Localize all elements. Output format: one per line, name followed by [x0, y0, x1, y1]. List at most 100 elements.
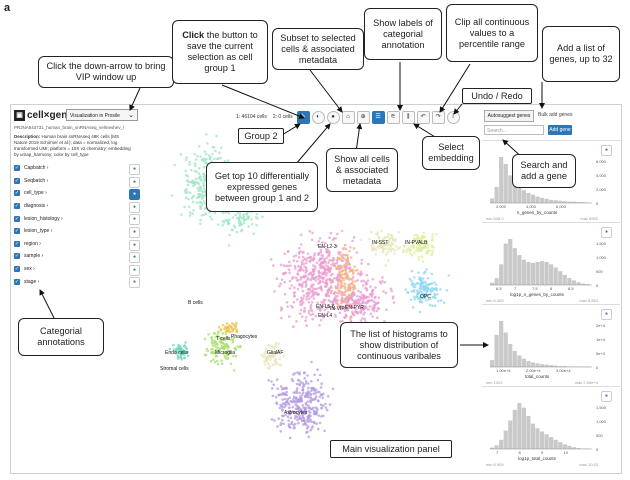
color-by-icon[interactable]: ●: [129, 264, 140, 276]
cell-cluster[interactable]: [168, 341, 190, 361]
annotation-row[interactable]: ✓ lesion_type › ●: [14, 225, 142, 238]
histogram-bar: [567, 201, 572, 203]
cell-point: [292, 423, 295, 427]
cell-point: [264, 355, 267, 359]
cell-cluster[interactable]: [217, 321, 239, 334]
checkbox-icon[interactable]: ✓: [14, 190, 20, 197]
annotation-row[interactable]: ✓ diagnosis › ●: [14, 200, 142, 213]
checkbox-icon[interactable]: ✓: [14, 266, 20, 273]
redo-icon[interactable]: ↷: [431, 110, 445, 124]
cell-point: [317, 274, 321, 278]
checkbox-icon[interactable]: ✓: [14, 253, 20, 260]
histogram-card[interactable]: ● 1,500 1,000 500 0 7 8 9 10 log1p_total_counts mi…: [482, 386, 620, 467]
autosuggest-genes-button[interactable]: Autosuggest genes: [484, 110, 534, 122]
cell-cluster[interactable]: [203, 329, 242, 372]
annotation-label[interactable]: stage: [24, 278, 37, 285]
cell-point: [187, 197, 190, 201]
annotation-label[interactable]: lesion_type: [24, 228, 50, 235]
annotation-label[interactable]: diagnosis: [24, 203, 46, 210]
chevron-down-icon[interactable]: ⌄: [128, 112, 134, 119]
color-by-icon[interactable]: ●: [601, 145, 612, 156]
cluster-label: IN-SST: [372, 240, 389, 246]
color-by-icon[interactable]: ●: [129, 164, 140, 175]
color-by-icon[interactable]: ●: [601, 391, 612, 402]
cell-point: [274, 352, 278, 355]
cell-point: [296, 387, 299, 390]
cell-point: [218, 340, 222, 344]
checkbox-icon[interactable]: ✓: [14, 165, 20, 172]
checkbox-icon[interactable]: ✓: [14, 215, 20, 222]
checkbox-icon[interactable]: ✓: [14, 240, 20, 247]
cell-point: [275, 350, 278, 353]
cell-point: [267, 344, 271, 347]
color-by-icon[interactable]: ●: [129, 277, 140, 289]
annotation-row[interactable]: ✓ lesion_histology › ●: [14, 212, 142, 226]
histogram-bars[interactable]: [486, 401, 598, 453]
cell-cluster[interactable]: [327, 229, 363, 321]
annotation-label[interactable]: region: [24, 240, 38, 247]
checkbox-icon[interactable]: ✓: [14, 228, 20, 235]
checkbox-icon[interactable]: ✓: [14, 203, 20, 210]
color-by-icon[interactable]: ●: [601, 227, 612, 238]
annotation-label[interactable]: sex: [24, 266, 32, 273]
annotation-row[interactable]: ✓ region › ●: [14, 238, 142, 251]
color-by-icon[interactable]: ●: [129, 252, 140, 264]
cell-cluster[interactable]: [260, 341, 286, 370]
checkbox-icon[interactable]: ✓: [14, 278, 20, 285]
histogram-card[interactable]: ● 2e+4 1e+4 5e+3 0 1.00e+4 2.00e+4 3.00e+4 total…: [482, 304, 620, 385]
gene-search-input[interactable]: Search...: [484, 125, 544, 135]
cell-point: [304, 316, 308, 319]
vip-dropdown[interactable]: Visualization in Prosile ⌄: [66, 109, 138, 121]
cell-cluster[interactable]: [404, 268, 451, 314]
annotation-label[interactable]: lesion_histology: [24, 215, 60, 222]
cell-cluster[interactable]: [360, 229, 406, 267]
color-by-icon[interactable]: ●: [129, 214, 140, 226]
annotation-row[interactable]: ✓ Seqbatch › ●: [14, 175, 142, 188]
annotation-label[interactable]: Seqbatch: [24, 177, 46, 184]
color-by-icon[interactable]: ●: [601, 309, 612, 320]
checkbox-icon[interactable]: ✓: [14, 177, 20, 184]
add-gene-button[interactable]: Add gene: [548, 125, 572, 135]
color-by-icon[interactable]: ●: [129, 189, 140, 201]
cell-point: [267, 362, 270, 366]
show-labels-button[interactable]: ☰: [371, 110, 385, 124]
undo-icon[interactable]: ↶: [416, 110, 430, 124]
color-by-icon[interactable]: ●: [129, 226, 140, 238]
annotation-label[interactable]: cell_type: [24, 190, 44, 197]
cell-point: [252, 232, 255, 235]
callout-save: Click the button to save the current sel…: [172, 20, 268, 84]
annotation-row[interactable]: ✓ stage › ●: [14, 275, 142, 289]
histogram-card[interactable]: ● 1,500 1,000 500 0 6.5 7 7.5 8 8.5 log1p_n_genes_…: [482, 222, 620, 303]
clip-button[interactable]: ⫼: [401, 110, 415, 124]
cell-point: [435, 232, 438, 236]
cell-point: [380, 240, 384, 244]
annotation-row[interactable]: ✓ Capbatch › ●: [14, 162, 142, 175]
cell-cluster[interactable]: [402, 231, 438, 263]
histogram-card[interactable]: ● 6,000 4,000 2,000 0 2,000 4,000 6,000 n_genes_…: [482, 140, 620, 221]
cell-cluster[interactable]: [267, 360, 335, 440]
select-embedding-button[interactable]: ⚟: [386, 110, 400, 124]
histogram-bars[interactable]: [486, 237, 598, 289]
cell-point: [263, 363, 267, 366]
home-icon[interactable]: ⌂: [341, 110, 355, 124]
color-by-icon[interactable]: ●: [129, 176, 140, 188]
cell-point: [435, 288, 439, 292]
zoom-icon[interactable]: ⊕: [356, 110, 370, 124]
cell-point: [226, 159, 230, 162]
cell-point: [213, 332, 216, 335]
cell-point: [422, 231, 425, 235]
color-by-icon[interactable]: ●: [129, 239, 140, 251]
annotation-row[interactable]: ✓ sample › ●: [14, 250, 142, 264]
annotation-row[interactable]: ✓ sex › ●: [14, 263, 142, 276]
annotation-label[interactable]: sample: [24, 253, 41, 260]
cell-cluster[interactable]: [269, 230, 374, 329]
color-by-icon[interactable]: ●: [129, 201, 140, 213]
histogram-bars[interactable]: [486, 319, 598, 371]
cell-point: [374, 248, 378, 252]
annotation-row[interactable]: ✓ cell_type › ●: [14, 187, 142, 201]
cell-point: [265, 348, 268, 352]
histogram-bars[interactable]: [486, 155, 598, 207]
bulk-add-genes-link[interactable]: Bulk add genes: [538, 112, 573, 118]
cell-point: [325, 313, 328, 316]
annotation-label[interactable]: Capbatch: [24, 165, 46, 172]
